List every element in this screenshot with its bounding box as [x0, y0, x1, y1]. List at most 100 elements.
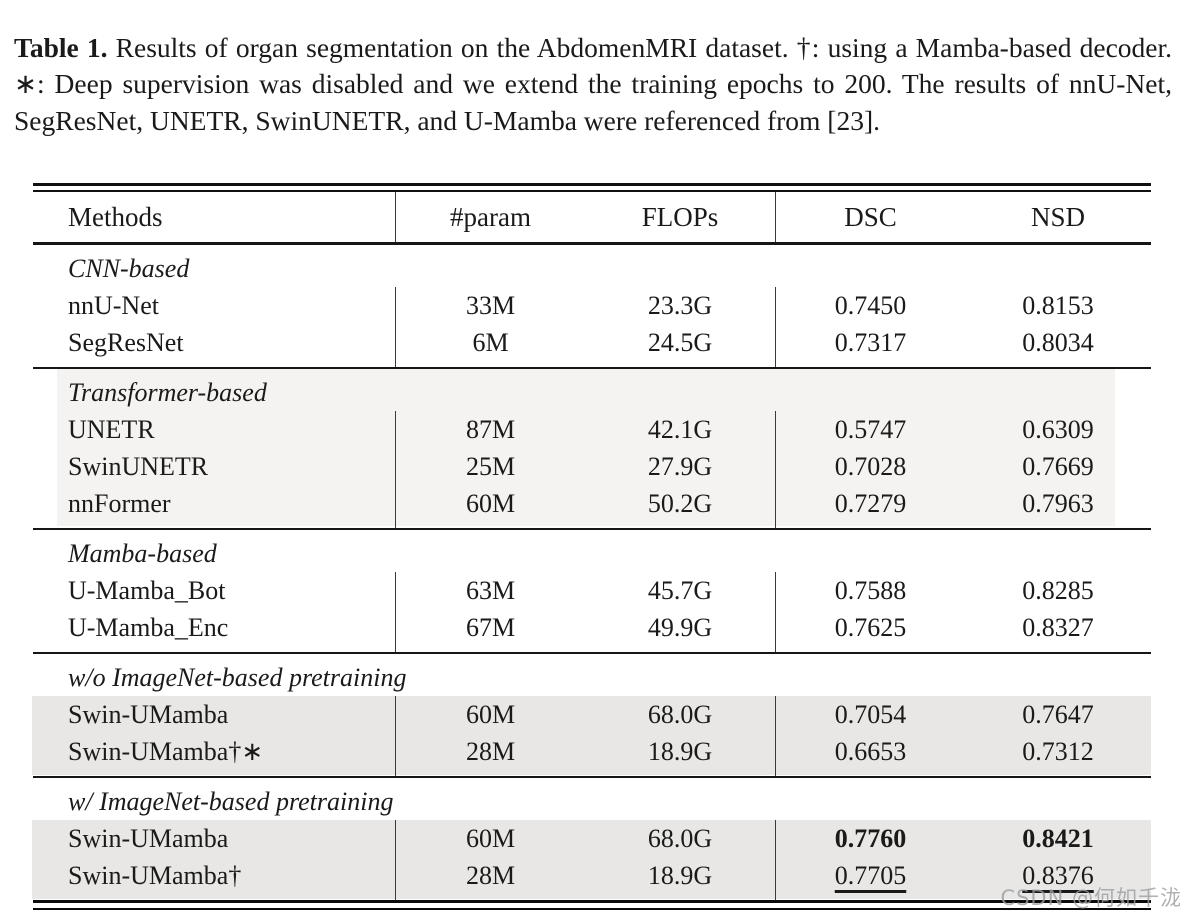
cell-method: Swin-UMamba†∗ — [33, 733, 395, 770]
pad-cell — [585, 646, 775, 652]
section-highlight — [32, 696, 1151, 775]
cell-method-value: Swin-UMamba — [68, 823, 229, 853]
cell-flops-value: 49.9G — [647, 612, 713, 642]
section-padding-row — [33, 770, 1151, 776]
table-top-rule — [33, 183, 1151, 192]
cell-flops-value: 68.0G — [647, 823, 713, 853]
cell-flops: 23.3G — [585, 287, 775, 324]
cell-nsd-value: 0.8153 — [1022, 290, 1094, 320]
cell-method: SegResNet — [33, 324, 395, 361]
cell-nsd: 0.7669 — [965, 448, 1151, 485]
cell-method-value: nnFormer — [68, 488, 171, 518]
cell-nsd: 0.8153 — [965, 287, 1151, 324]
section-padding-row — [33, 522, 1151, 528]
pad-cell — [965, 770, 1151, 776]
cell-param-value: 28M — [465, 860, 516, 890]
cell-flops: 68.0G — [585, 696, 775, 733]
cell-param: 6M — [395, 324, 585, 361]
cell-method: Swin-UMamba† — [33, 857, 395, 894]
cell-dsc: 0.7317 — [775, 324, 965, 361]
cell-dsc-value: 0.7054 — [834, 699, 907, 729]
cell-method-value: Swin-UMamba† — [68, 860, 242, 890]
table-row: UNETR 87M 42.1G 0.5747 0.6309 — [33, 411, 1151, 448]
cell-flops: 42.1G — [585, 411, 775, 448]
cell-param-value: 67M — [465, 612, 516, 642]
cell-method-value: SwinUNETR — [68, 451, 209, 481]
section-padding-row — [33, 894, 1151, 900]
table-sections: CNN-based nnU-Net 33M 23.3G 0.7450 0.8153 SegR… — [32, 245, 1151, 900]
table-caption: Table 1. Results of organ segmentation o… — [14, 30, 1172, 140]
cell-dsc-value: 0.5747 — [834, 414, 907, 444]
cell-flops-value: 45.7G — [647, 575, 713, 605]
cell-param-value: 60M — [465, 699, 516, 729]
cell-flops-value: 18.9G — [647, 736, 713, 766]
cell-flops-value: 50.2G — [647, 488, 713, 518]
cell-flops-value: 68.0G — [647, 699, 713, 729]
cell-nsd: 0.7647 — [965, 696, 1151, 733]
section-label-value: w/o ImageNet-based pretraining — [68, 663, 407, 692]
cell-flops-value: 42.1G — [647, 414, 713, 444]
section-rule — [33, 776, 1151, 778]
cell-dsc-value: 0.7317 — [834, 327, 907, 357]
table-section: w/o ImageNet-based pretraining Swin-UMamb… — [32, 654, 1151, 776]
pad-cell — [33, 646, 395, 652]
section-label: CNN-based — [33, 251, 1151, 287]
cell-nsd-value: 0.8285 — [1022, 575, 1094, 605]
cell-param-value: 25M — [465, 451, 516, 481]
section-rule — [33, 652, 1151, 654]
cell-method-value: U-Mamba_Enc — [68, 612, 229, 642]
table-row: SegResNet 6M 24.5G 0.7317 0.8034 — [33, 324, 1151, 361]
table-header-row: Methods #param FLOPs DSC NSD — [33, 192, 1151, 242]
cell-dsc-value: 0.7028 — [834, 451, 907, 481]
cell-flops: 18.9G — [585, 857, 775, 894]
cell-nsd: 0.8376 — [965, 857, 1151, 894]
cell-flops-value: 24.5G — [647, 327, 713, 357]
section-label-row: w/ ImageNet-based pretraining — [33, 784, 1151, 820]
cell-param: 60M — [395, 820, 585, 857]
cell-method: Swin-UMamba — [33, 820, 395, 857]
cell-method: Swin-UMamba — [33, 696, 395, 733]
cell-param: 28M — [395, 857, 585, 894]
cell-param: 60M — [395, 485, 585, 522]
cell-param: 67M — [395, 609, 585, 646]
cell-flops: 68.0G — [585, 820, 775, 857]
pad-cell — [965, 361, 1151, 367]
results-table: Methods #param FLOPs DSC NSD CNN-based nn… — [32, 183, 1151, 910]
section-label: Transformer-based — [33, 375, 1151, 411]
cell-param-value: 33M — [465, 290, 516, 320]
section-label-row: w/o ImageNet-based pretraining — [33, 660, 1151, 696]
cell-dsc: 0.7705 — [775, 857, 965, 894]
cell-method: nnFormer — [33, 485, 395, 522]
pad-cell — [585, 894, 775, 900]
cell-dsc-value: 0.7760 — [834, 823, 907, 853]
cell-dsc: 0.7028 — [775, 448, 965, 485]
section-padding-row — [33, 646, 1151, 652]
cell-flops-value: 27.9G — [647, 451, 713, 481]
section-label: Mamba-based — [33, 536, 1151, 572]
cell-dsc-value: 0.7588 — [834, 575, 907, 605]
cell-flops: 50.2G — [585, 485, 775, 522]
table-bottom-rule — [33, 900, 1151, 910]
section-label-value: Mamba-based — [68, 539, 217, 568]
header-rule — [33, 242, 1151, 245]
table-row: Swin-UMamba 60M 68.0G 0.7054 0.7647 — [33, 696, 1151, 733]
cell-nsd: 0.8327 — [965, 609, 1151, 646]
cell-method-value: SegResNet — [68, 327, 184, 357]
cell-param: 60M — [395, 696, 585, 733]
table-row: U-Mamba_Enc 67M 49.9G 0.7625 0.8327 — [33, 609, 1151, 646]
cell-param-value: 87M — [465, 414, 516, 444]
pad-cell — [585, 770, 775, 776]
cell-nsd: 0.8421 — [965, 820, 1151, 857]
cell-nsd: 0.8034 — [965, 324, 1151, 361]
cell-param-value: 6M — [472, 327, 509, 357]
col-header-param: #param — [395, 192, 585, 242]
table-row: U-Mamba_Bot 63M 45.7G 0.7588 0.8285 — [33, 572, 1151, 609]
cell-param: 25M — [395, 448, 585, 485]
pad-cell — [33, 894, 395, 900]
section-label-row: CNN-based — [33, 251, 1151, 287]
cell-method: SwinUNETR — [33, 448, 395, 485]
table-row: nnFormer 60M 50.2G 0.7279 0.7963 — [33, 485, 1151, 522]
cell-nsd-value: 0.8376 — [1022, 860, 1094, 890]
pad-cell — [965, 646, 1151, 652]
cell-dsc-value: 0.6653 — [834, 736, 907, 766]
